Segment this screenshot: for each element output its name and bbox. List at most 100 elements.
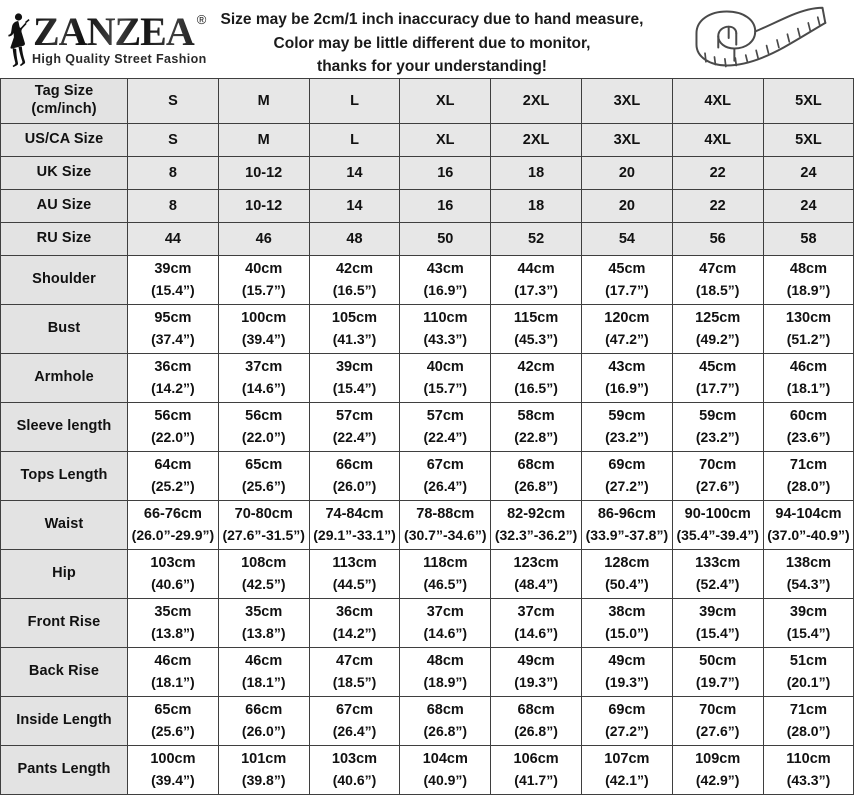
measurement-cell: 128cm (50.4”) bbox=[580, 549, 673, 599]
measurement-inch: (16.9”) bbox=[605, 380, 649, 397]
measurement-cm: 69cm bbox=[608, 702, 646, 719]
measurement-cm: 110cm bbox=[423, 310, 468, 327]
measurement-cm: 43cm bbox=[608, 359, 646, 376]
measurement-cell: 66-76cm (26.0”-29.9”) bbox=[127, 500, 219, 550]
measurement-cm: 47cm bbox=[699, 261, 737, 278]
measurement-cm: 60cm bbox=[789, 408, 828, 425]
measurement-cm: 56cm bbox=[245, 408, 283, 425]
size-header-cell: S bbox=[127, 78, 219, 124]
row-label-line-2: (cm/inch) bbox=[31, 101, 97, 117]
measurement-cm: 130cm bbox=[785, 310, 832, 327]
measurement-cell: 86-96cm (33.9”-37.8”) bbox=[580, 500, 673, 550]
size-chart-table: Tag Size (cm/inch) S M L XL 2XL 3XL 4XL 5XL US/CA … bbox=[0, 78, 854, 795]
measurement-inch: (17.7”) bbox=[605, 282, 649, 299]
measurement-inch: (14.2”) bbox=[151, 380, 195, 397]
measurement-cm: 42cm bbox=[335, 261, 374, 278]
measurement-cm: 90-100cm bbox=[684, 506, 751, 523]
measurement-inch: (15.7”) bbox=[241, 282, 286, 299]
measurement-cm: 46cm bbox=[154, 653, 192, 670]
measurement-cm: 59cm bbox=[699, 408, 737, 425]
measurement-cm: 71cm bbox=[789, 702, 828, 719]
registered-trademark-icon: ® bbox=[196, 11, 207, 27]
measurement-cm: 36cm bbox=[335, 604, 374, 621]
measurement-inch: (40.6”) bbox=[332, 772, 377, 789]
size-value-cell: 14 bbox=[308, 189, 401, 223]
measurement-cm: 50cm bbox=[699, 653, 737, 670]
size-value-cell: 8 bbox=[127, 156, 219, 190]
measurement-inch: (29.1”-33.1”) bbox=[313, 527, 396, 544]
measurement-cm: 108cm bbox=[241, 555, 287, 572]
table-row: AU Size 8 10-12 14 16 18 20 22 24 bbox=[0, 189, 854, 223]
measurement-inch: (54.3”) bbox=[786, 576, 831, 593]
notice-line-2: Color may be little different due to mon… bbox=[273, 34, 591, 52]
size-value-cell: 56 bbox=[671, 222, 764, 256]
size-value-cell: S bbox=[127, 123, 219, 157]
size-header-cell: XL bbox=[399, 78, 492, 124]
measurement-cm: 68cm bbox=[517, 457, 555, 474]
measurement-inch: (39.4”) bbox=[151, 772, 195, 789]
measurement-inch: (42.5”) bbox=[241, 576, 286, 593]
measurement-inch: (44.5”) bbox=[332, 576, 377, 593]
size-value-cell: 16 bbox=[399, 156, 492, 190]
measurement-cell: 68cm (26.8”) bbox=[490, 451, 582, 501]
measurement-cm: 37cm bbox=[245, 359, 283, 376]
measurement-cm: 103cm bbox=[150, 555, 196, 572]
chart-header: ZANZEA High Quality Street Fashion ® Siz… bbox=[0, 0, 854, 78]
row-label: Tops Length bbox=[0, 451, 128, 501]
size-value-cell: 20 bbox=[580, 156, 673, 190]
measurement-cm: 45cm bbox=[699, 359, 737, 376]
measurement-notice: Size may be 2cm/1 inch inaccuracy due to… bbox=[200, 0, 664, 79]
size-value-cell: L bbox=[308, 123, 401, 157]
measurement-inch: (17.7”) bbox=[695, 380, 740, 397]
measurement-inch: (14.6”) bbox=[423, 625, 468, 642]
table-row: Shoulder 39cm (15.4”) 40cm (15.7”) 42cm (16.5”… bbox=[0, 255, 854, 305]
size-value-cell: 18 bbox=[490, 189, 582, 223]
measurement-inch: (30.7”-34.6”) bbox=[404, 527, 487, 544]
size-value-cell: 16 bbox=[399, 189, 492, 223]
measurement-cm: 66-76cm bbox=[143, 506, 202, 523]
measurement-cm: 113cm bbox=[332, 555, 377, 572]
measurement-inch: (41.7”) bbox=[514, 772, 558, 789]
measurement-cm: 67cm bbox=[335, 702, 374, 719]
measurement-cm: 70-80cm bbox=[234, 506, 293, 523]
measurement-inch: (26.0”) bbox=[332, 478, 377, 495]
measurement-cm: 47cm bbox=[335, 653, 374, 670]
measurement-cm: 39cm bbox=[789, 604, 828, 621]
measurement-inch: (47.2”) bbox=[605, 331, 649, 348]
measurement-cell: 39cm (15.4”) bbox=[127, 255, 219, 305]
measurement-cell: 37cm (14.6”) bbox=[490, 598, 582, 648]
measurement-cell: 108cm (42.5”) bbox=[217, 549, 310, 599]
measurement-cm: 40cm bbox=[426, 359, 464, 376]
size-header-cell: 4XL bbox=[671, 78, 764, 124]
measurement-cm: 123cm bbox=[513, 555, 559, 572]
measurement-cm: 42cm bbox=[517, 359, 555, 376]
size-header-cell: 2XL bbox=[490, 78, 582, 124]
measurement-cm: 104cm bbox=[422, 751, 468, 768]
measurement-cm: 43cm bbox=[426, 261, 464, 278]
measurement-inch: (51.2”) bbox=[786, 331, 831, 348]
measurement-inch: (18.5”) bbox=[695, 282, 740, 299]
measurement-cm: 110cm bbox=[786, 751, 831, 768]
row-label: Back Rise bbox=[0, 647, 128, 697]
size-value-cell: 58 bbox=[762, 222, 854, 256]
measurement-inch: (22.0”) bbox=[241, 429, 286, 446]
table-row: US/CA Size S M L XL 2XL 3XL 4XL 5XL bbox=[0, 123, 854, 157]
measurement-inch: (23.2”) bbox=[695, 429, 740, 446]
measurement-cm: 128cm bbox=[604, 555, 650, 572]
measurement-inch: (37.4”) bbox=[151, 331, 195, 348]
brand-tagline: High Quality Street Fashion bbox=[32, 52, 207, 67]
measurement-cell: 133cm (52.4”) bbox=[671, 549, 764, 599]
measurement-inch: (22.4”) bbox=[332, 429, 377, 446]
measurement-inch: (15.4”) bbox=[332, 380, 377, 397]
measurement-cell: 115cm (45.3”) bbox=[490, 304, 582, 354]
measurement-inch: (19.3”) bbox=[605, 674, 649, 691]
measurement-inch: (28.0”) bbox=[786, 478, 831, 495]
measurement-inch: (14.6”) bbox=[241, 380, 286, 397]
measurement-inch: (27.2”) bbox=[605, 478, 649, 495]
measurement-inch: (19.7”) bbox=[695, 674, 740, 691]
measurement-cell: 71cm (28.0”) bbox=[762, 696, 854, 746]
measurement-cm: 37cm bbox=[426, 604, 464, 621]
table-row: Hip 103cm (40.6”) 108cm (42.5”) 113cm (44.5”) 1… bbox=[0, 549, 854, 599]
table-row: Armhole 36cm (14.2”) 37cm (14.6”) 39cm (15.4”)… bbox=[0, 353, 854, 403]
measurement-cm: 68cm bbox=[426, 702, 464, 719]
